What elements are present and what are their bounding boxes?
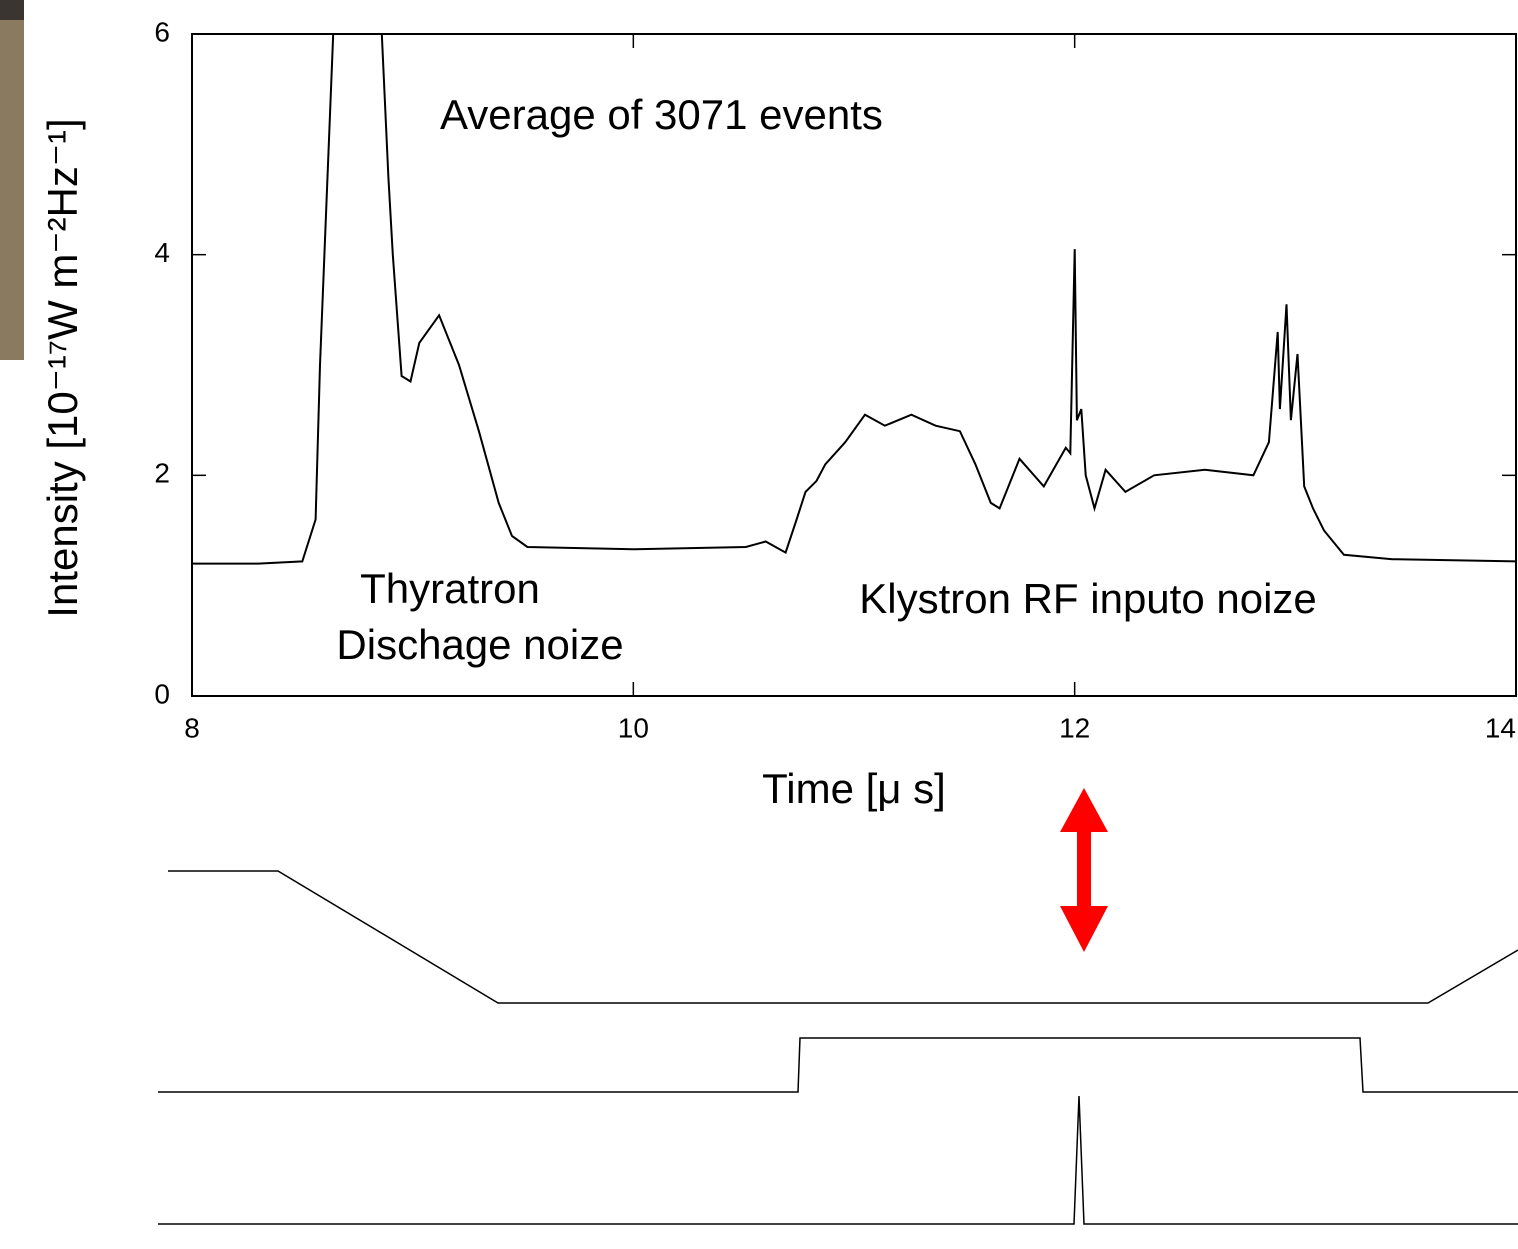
photo-fragment [0, 0, 24, 360]
x-tick-label: 10 [618, 712, 649, 743]
y-tick-label: 0 [154, 678, 170, 709]
red-arrow [1060, 788, 1108, 952]
x-tick-label: 14 [1485, 712, 1516, 743]
x-tick-label: 8 [184, 712, 200, 743]
x-tick-label: 12 [1059, 712, 1090, 743]
timing-line [158, 1095, 1518, 1225]
timing-line [158, 1037, 1518, 1093]
annotation: Dischage noize [336, 621, 623, 668]
annotation: Average of 3071 events [440, 91, 883, 138]
photo-fragment-dark [0, 0, 24, 20]
x-axis-label: Time [μ s] [762, 765, 946, 812]
timing-line [168, 870, 1518, 1004]
y-tick-label: 6 [154, 16, 170, 47]
y-tick-label: 4 [154, 237, 170, 268]
y-tick-label: 2 [154, 458, 170, 489]
plot-frame [191, 33, 1517, 697]
annotation: Klystron RF inputo noize [859, 575, 1317, 622]
y-axis-label: Intensity [10⁻¹⁷W m⁻²Hz⁻¹] [39, 118, 86, 617]
annotation: Thyratron [360, 565, 540, 612]
data-line [192, 34, 1516, 565]
